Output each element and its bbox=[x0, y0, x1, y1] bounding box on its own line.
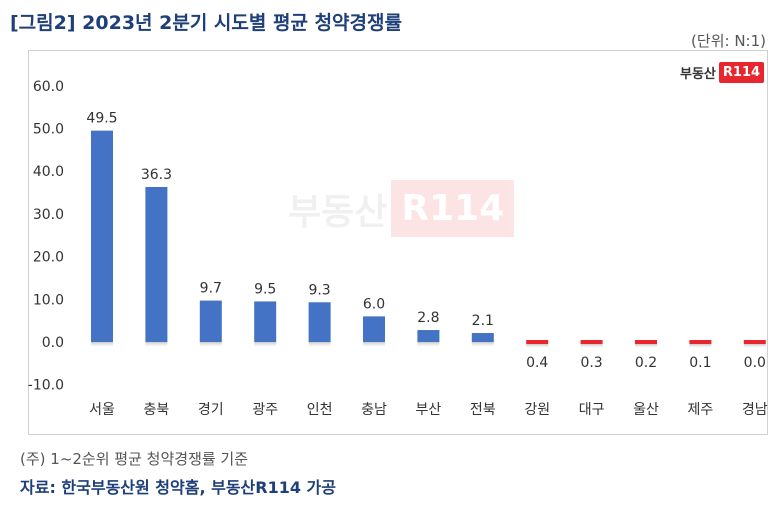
category-label: 경기 bbox=[198, 402, 224, 418]
bar-shadow bbox=[635, 344, 657, 348]
bar-shadow bbox=[743, 344, 766, 348]
bar-shadow bbox=[145, 342, 168, 347]
category-label: 경남 bbox=[742, 402, 768, 418]
bar bbox=[526, 340, 549, 344]
category-label: 인천 bbox=[307, 402, 333, 418]
category-label: 울산 bbox=[633, 402, 659, 418]
bar bbox=[363, 316, 385, 342]
data-label: 9.5 bbox=[254, 281, 276, 297]
bar-shadow bbox=[308, 342, 331, 347]
y-tick-label: 60.0 bbox=[33, 79, 64, 95]
y-tick-label: 30.0 bbox=[33, 207, 64, 223]
watermark-badge: R114 bbox=[391, 180, 515, 237]
data-label: 0.1 bbox=[689, 355, 711, 371]
bar bbox=[580, 340, 603, 344]
y-tick-label: 0.0 bbox=[42, 335, 64, 351]
data-label: 9.7 bbox=[200, 281, 222, 297]
bar bbox=[308, 302, 331, 342]
bar-shadow bbox=[91, 342, 113, 347]
source-text: 자료: 한국부동산원 청약홈, 부동산R114 가공 bbox=[20, 478, 336, 497]
category-label: 대구 bbox=[579, 402, 605, 418]
brand-logo: 부동산 R114 bbox=[680, 62, 765, 83]
brand-logo-badge: R114 bbox=[718, 62, 765, 83]
category-label: 충북 bbox=[144, 402, 170, 418]
bar bbox=[91, 130, 113, 342]
category-label: 서울 bbox=[89, 402, 115, 418]
bar-shadow bbox=[689, 344, 712, 348]
y-tick-label: 10.0 bbox=[33, 292, 64, 308]
footnote: (주) 1~2순위 평균 청약경쟁률 기준 bbox=[20, 450, 249, 468]
bar bbox=[199, 300, 222, 342]
bar bbox=[471, 333, 494, 342]
data-label: 49.5 bbox=[86, 111, 117, 127]
brand-logo-text: 부동산 bbox=[680, 67, 716, 82]
bar bbox=[417, 330, 440, 342]
watermark-text: 부동산 bbox=[288, 191, 388, 233]
bar bbox=[635, 340, 657, 344]
y-tick-label: -10.0 bbox=[28, 378, 64, 394]
category-label: 제주 bbox=[688, 402, 714, 418]
data-label: 2.8 bbox=[417, 310, 439, 326]
category-label: 부산 bbox=[416, 402, 442, 418]
category-label: 전북 bbox=[470, 402, 496, 418]
bars bbox=[91, 130, 766, 348]
category-labels: 서울 충북 경기 광주 인천 충남 부산 전북 강원 대구 울산 제주 경남 bbox=[89, 402, 768, 418]
category-label: 충남 bbox=[361, 402, 387, 418]
bar-shadow bbox=[254, 342, 277, 347]
bar bbox=[254, 301, 277, 342]
y-axis-ticks: 60.0 50.0 40.0 30.0 20.0 10.0 0.0 -10.0 bbox=[28, 79, 64, 394]
bar-shadow bbox=[417, 342, 440, 347]
data-label: 6.0 bbox=[363, 296, 385, 312]
unit-label: (단위: N:1) bbox=[691, 32, 766, 50]
bar bbox=[743, 340, 766, 344]
data-label: 0.0 bbox=[744, 355, 766, 371]
data-label: 0.4 bbox=[526, 355, 548, 371]
bar-shadow bbox=[580, 344, 603, 348]
bar bbox=[145, 186, 168, 342]
category-label: 강원 bbox=[524, 402, 550, 418]
bar-shadow bbox=[363, 342, 385, 347]
bar-shadow bbox=[471, 342, 494, 347]
bar-shadow bbox=[199, 342, 222, 347]
y-tick-label: 20.0 bbox=[33, 250, 64, 266]
watermark-logo: 부동산 R114 bbox=[288, 180, 515, 237]
chart-title: [그림2] 2023년 2분기 시도별 평균 청약경쟁률 bbox=[10, 12, 402, 34]
bar-shadow bbox=[526, 344, 549, 348]
data-label: 0.3 bbox=[580, 355, 602, 371]
data-label: 36.3 bbox=[141, 167, 172, 183]
data-label: 2.1 bbox=[472, 313, 494, 329]
y-tick-label: 50.0 bbox=[33, 122, 64, 138]
data-label: 0.2 bbox=[635, 355, 657, 371]
value-labels: 49.5 36.3 9.7 9.5 9.3 6.0 2.8 2.1 0.4 0.3 0.2 0.1 0.… bbox=[86, 111, 766, 371]
category-label: 광주 bbox=[252, 402, 278, 418]
data-label: 9.3 bbox=[308, 282, 330, 298]
bar bbox=[689, 340, 712, 344]
y-tick-label: 40.0 bbox=[33, 164, 64, 180]
